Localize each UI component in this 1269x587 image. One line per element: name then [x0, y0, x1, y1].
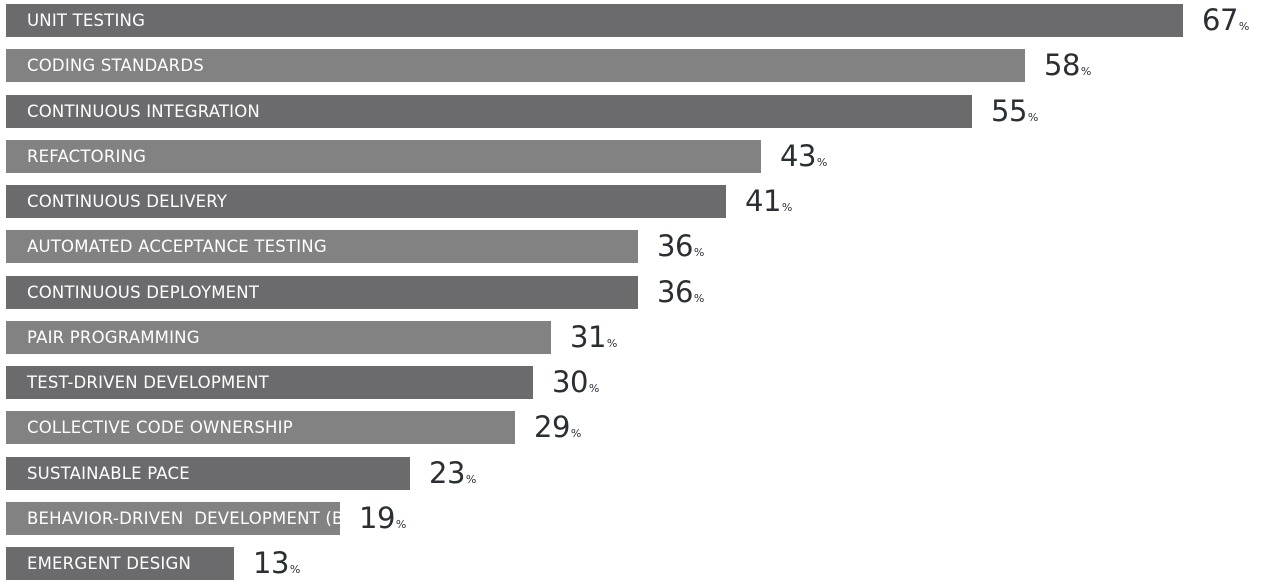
value-unit: %	[1238, 20, 1250, 33]
value-label: 23%	[429, 457, 476, 490]
value-unit: %	[395, 518, 407, 531]
value-number: 30	[552, 365, 588, 399]
bar: EMERGENT DESIGN	[6, 547, 234, 580]
value-number: 36	[657, 275, 693, 309]
value-unit: %	[693, 246, 705, 259]
value-label: 36%	[657, 276, 704, 309]
bar-label: EMERGENT DESIGN	[27, 554, 192, 573]
bar-label: COLLECTIVE CODE OWNERSHIP	[27, 418, 293, 437]
value-unit: %	[465, 473, 477, 486]
bar: REFACTORING	[6, 140, 761, 173]
bar-label: PAIR PROGRAMMING	[27, 328, 200, 347]
value-number: 41	[745, 184, 781, 218]
bar-label: UNIT TESTING	[27, 11, 146, 30]
bar: UNIT TESTING	[6, 4, 1183, 37]
value-unit: %	[1027, 111, 1039, 124]
bar-label: SUSTAINABLE PACE	[27, 464, 190, 483]
bar: PAIR PROGRAMMING	[6, 321, 551, 354]
value-unit: %	[588, 382, 600, 395]
bar: CONTINUOUS DEPLOYMENT	[6, 276, 638, 309]
bar-label: AUTOMATED ACCEPTANCE TESTING	[27, 237, 327, 256]
value-label: 36%	[657, 230, 704, 263]
value-number: 43	[780, 139, 816, 173]
value-label: 43%	[780, 140, 827, 173]
value-unit: %	[816, 156, 828, 169]
bar-label: REFACTORING	[27, 147, 147, 166]
bar-label: CODING STANDARDS	[27, 56, 204, 75]
bar: TEST-DRIVEN DEVELOPMENT	[6, 366, 533, 399]
value-number: 58	[1044, 48, 1080, 82]
value-label: 55%	[991, 95, 1038, 128]
value-number: 19	[359, 501, 395, 535]
value-label: 30%	[552, 366, 599, 399]
value-number: 55	[991, 94, 1027, 128]
value-label: 19%	[359, 502, 406, 535]
value-label: 41%	[745, 185, 792, 218]
value-number: 13	[253, 546, 289, 580]
bar: CODING STANDARDS	[6, 49, 1025, 82]
value-unit: %	[693, 292, 705, 305]
value-label: 29%	[534, 411, 581, 444]
bar-label: CONTINUOUS DEPLOYMENT	[27, 283, 260, 302]
value-number: 67	[1202, 3, 1238, 37]
value-number: 23	[429, 456, 465, 490]
value-label: 58%	[1044, 49, 1091, 82]
value-unit: %	[781, 201, 793, 214]
value-unit: %	[1080, 65, 1092, 78]
value-label: 13%	[253, 547, 300, 580]
bar-label: CONTINUOUS INTEGRATION	[27, 102, 260, 121]
value-label: 67%	[1202, 4, 1249, 37]
bar: CONTINUOUS DELIVERY	[6, 185, 726, 218]
bar: AUTOMATED ACCEPTANCE TESTING	[6, 230, 638, 263]
value-number: 29	[534, 410, 570, 444]
bar: CONTINUOUS INTEGRATION	[6, 95, 972, 128]
value-label: 31%	[570, 321, 617, 354]
value-number: 31	[570, 320, 606, 354]
bar: COLLECTIVE CODE OWNERSHIP	[6, 411, 515, 444]
value-unit: %	[289, 563, 301, 576]
bar-label: BEHAVIOR-DRIVEN DEVELOPMENT (BDD)	[27, 509, 376, 528]
bar-label: CONTINUOUS DELIVERY	[27, 192, 228, 211]
value-unit: %	[570, 427, 582, 440]
value-number: 36	[657, 229, 693, 263]
value-unit: %	[606, 337, 618, 350]
bar: SUSTAINABLE PACE	[6, 457, 410, 490]
bar: BEHAVIOR-DRIVEN DEVELOPMENT (BDD)	[6, 502, 376, 535]
bar-label: TEST-DRIVEN DEVELOPMENT	[27, 373, 269, 392]
